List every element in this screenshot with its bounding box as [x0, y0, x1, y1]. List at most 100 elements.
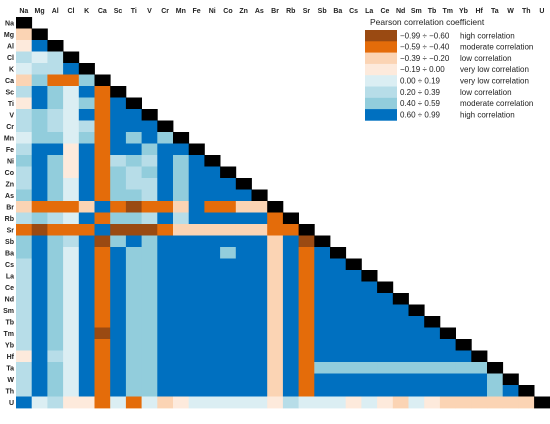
cell-w-br	[267, 373, 284, 386]
cell-as-co	[220, 189, 237, 202]
cell-as-ti	[125, 189, 142, 202]
col-tick-sm: Sm	[411, 8, 422, 15]
diagonal-cell-fe	[188, 143, 205, 156]
cell-tb-na	[16, 316, 33, 328]
cell-tb-br	[267, 316, 284, 328]
cell-cs-mg	[31, 258, 48, 271]
cell-hf-tb	[424, 350, 441, 363]
cell-zn-cr	[157, 178, 174, 190]
cell-ce-br	[267, 281, 284, 294]
cell-tm-br	[267, 327, 284, 340]
cell-ta-sb	[314, 362, 331, 374]
cell-u-mn	[173, 396, 190, 409]
cell-hf-mn	[173, 350, 190, 363]
diagonal-cell-th	[518, 385, 535, 397]
col-tick-tm: Tm	[443, 8, 454, 15]
diagonal-cell-ta	[487, 362, 504, 374]
cell-co-cr	[157, 166, 174, 179]
cell-sr-v	[141, 224, 158, 236]
cell-sc-na	[16, 86, 33, 98]
cell-al-mg	[31, 40, 48, 52]
cell-rb-br	[267, 212, 284, 225]
cell-ce-cs	[345, 281, 362, 294]
diagonal-cell-mn	[173, 132, 190, 144]
cell-rb-sc	[110, 212, 127, 225]
cell-yb-ce	[377, 339, 394, 351]
cell-tm-ce	[377, 327, 394, 340]
cell-hf-cs	[345, 350, 362, 363]
diagonal-cell-la	[361, 270, 378, 282]
cell-yb-v	[141, 339, 158, 351]
cell-sc-cl	[63, 86, 80, 98]
cell-ta-nd	[392, 362, 409, 374]
cell-tm-sr	[298, 327, 315, 340]
cell-th-la	[361, 385, 378, 397]
cell-as-sc	[110, 189, 127, 202]
cell-sm-nd	[392, 304, 409, 317]
col-tick-mn: Mn	[176, 8, 186, 15]
cell-cr-ti	[125, 120, 142, 133]
cell-ce-fe	[188, 281, 205, 294]
legend-swatch-5	[365, 75, 397, 87]
cell-u-al	[47, 396, 64, 409]
row-tick-fe: Fe	[6, 147, 14, 154]
cell-hf-fe	[188, 350, 205, 363]
cell-k-mg	[31, 63, 48, 75]
cell-v-al	[47, 109, 64, 121]
legend-label-5: very low correlation	[460, 77, 529, 86]
cell-nd-v	[141, 293, 158, 305]
cell-sb-mg	[31, 235, 48, 248]
row-tick-v: V	[9, 112, 14, 119]
cell-u-ca	[94, 396, 111, 409]
col-tick-ti: Ti	[131, 8, 137, 15]
cell-sr-co	[220, 224, 237, 236]
cell-yb-nd	[392, 339, 409, 351]
cell-tm-sm	[408, 327, 425, 340]
cell-ni-na	[16, 155, 33, 167]
cell-th-zn	[235, 385, 252, 397]
cell-th-tm	[439, 385, 456, 397]
cell-tb-al	[47, 316, 64, 328]
cell-rb-na	[16, 212, 33, 225]
col-tick-w: W	[507, 8, 514, 15]
cell-tb-as	[251, 316, 268, 328]
cell-cs-co	[220, 258, 237, 271]
cell-u-mg	[31, 396, 48, 409]
cell-as-mg	[31, 189, 48, 202]
cell-sr-cr	[157, 224, 174, 236]
cell-cs-na	[16, 258, 33, 271]
cell-nd-sc	[110, 293, 127, 305]
cell-sc-ca	[94, 86, 111, 98]
cell-w-as	[251, 373, 268, 386]
cell-sm-co	[220, 304, 237, 317]
cell-sr-ti	[125, 224, 142, 236]
cell-tm-nd	[392, 327, 409, 340]
row-tick-mg: Mg	[4, 32, 14, 39]
cell-cr-al	[47, 120, 64, 133]
cell-sm-v	[141, 304, 158, 317]
cell-cs-sb	[314, 258, 331, 271]
cell-sm-sc	[110, 304, 127, 317]
cell-co-mn	[173, 166, 190, 179]
legend-label-1: high correlation	[460, 31, 515, 40]
cell-ti-mg	[31, 97, 48, 110]
cell-w-co	[220, 373, 237, 386]
cell-al-na	[16, 40, 33, 52]
cell-tm-ti	[125, 327, 142, 340]
cell-nd-zn	[235, 293, 252, 305]
col-tick-v: V	[147, 8, 152, 15]
cell-as-zn	[235, 189, 252, 202]
cell-w-sc	[110, 373, 127, 386]
cell-sm-rb	[282, 304, 299, 317]
cell-ca-k	[78, 74, 95, 87]
legend-swatch-3	[365, 52, 397, 65]
legend-label-8: high correlation	[460, 110, 515, 119]
cell-w-cl	[63, 373, 80, 386]
cell-tb-ni	[204, 316, 221, 328]
cell-sc-k	[78, 86, 95, 98]
cell-v-na	[16, 109, 33, 121]
cell-br-zn	[235, 201, 252, 213]
cell-w-mn	[173, 373, 190, 386]
cell-sb-ti	[125, 235, 142, 248]
cell-yb-ti	[125, 339, 142, 351]
